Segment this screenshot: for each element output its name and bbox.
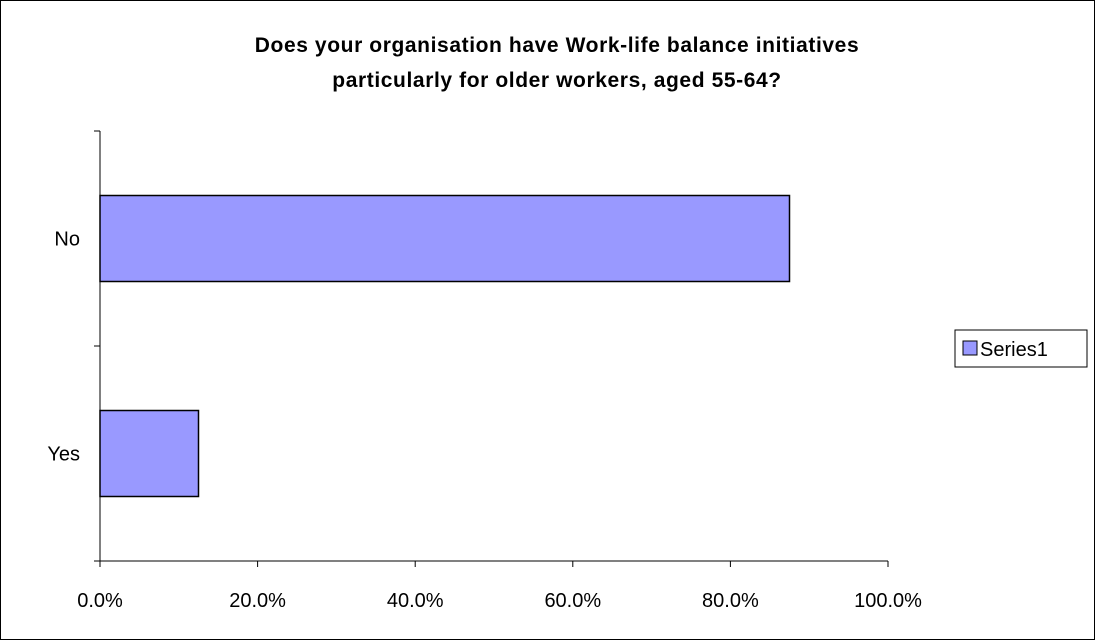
x-tick-label: 60.0% xyxy=(544,590,601,612)
legend: Series1 xyxy=(954,329,1088,368)
plot-area: No Yes 0.0% 20.0% 40.0% 60.0% 80.0% 100.0% xyxy=(47,130,922,612)
x-tick-label: 0.0% xyxy=(77,590,123,612)
bar-yes xyxy=(99,409,200,498)
bar-no xyxy=(99,194,791,283)
y-tick-label-yes: Yes xyxy=(47,444,80,466)
x-tick-label: 20.0% xyxy=(229,590,286,612)
chart-title-line-1: Does your organisation have Work-life ba… xyxy=(255,34,859,57)
x-tick-label: 40.0% xyxy=(387,590,444,612)
legend-swatch-series1 xyxy=(962,340,978,356)
legend-label-series1: Series1 xyxy=(980,339,1048,361)
chart-title-line-2: particularly for older workers, aged 55-… xyxy=(332,69,781,92)
y-tick-label-no: No xyxy=(54,229,80,251)
x-tick-label: 100.0% xyxy=(854,590,922,612)
x-tick-label: 80.0% xyxy=(702,590,759,612)
